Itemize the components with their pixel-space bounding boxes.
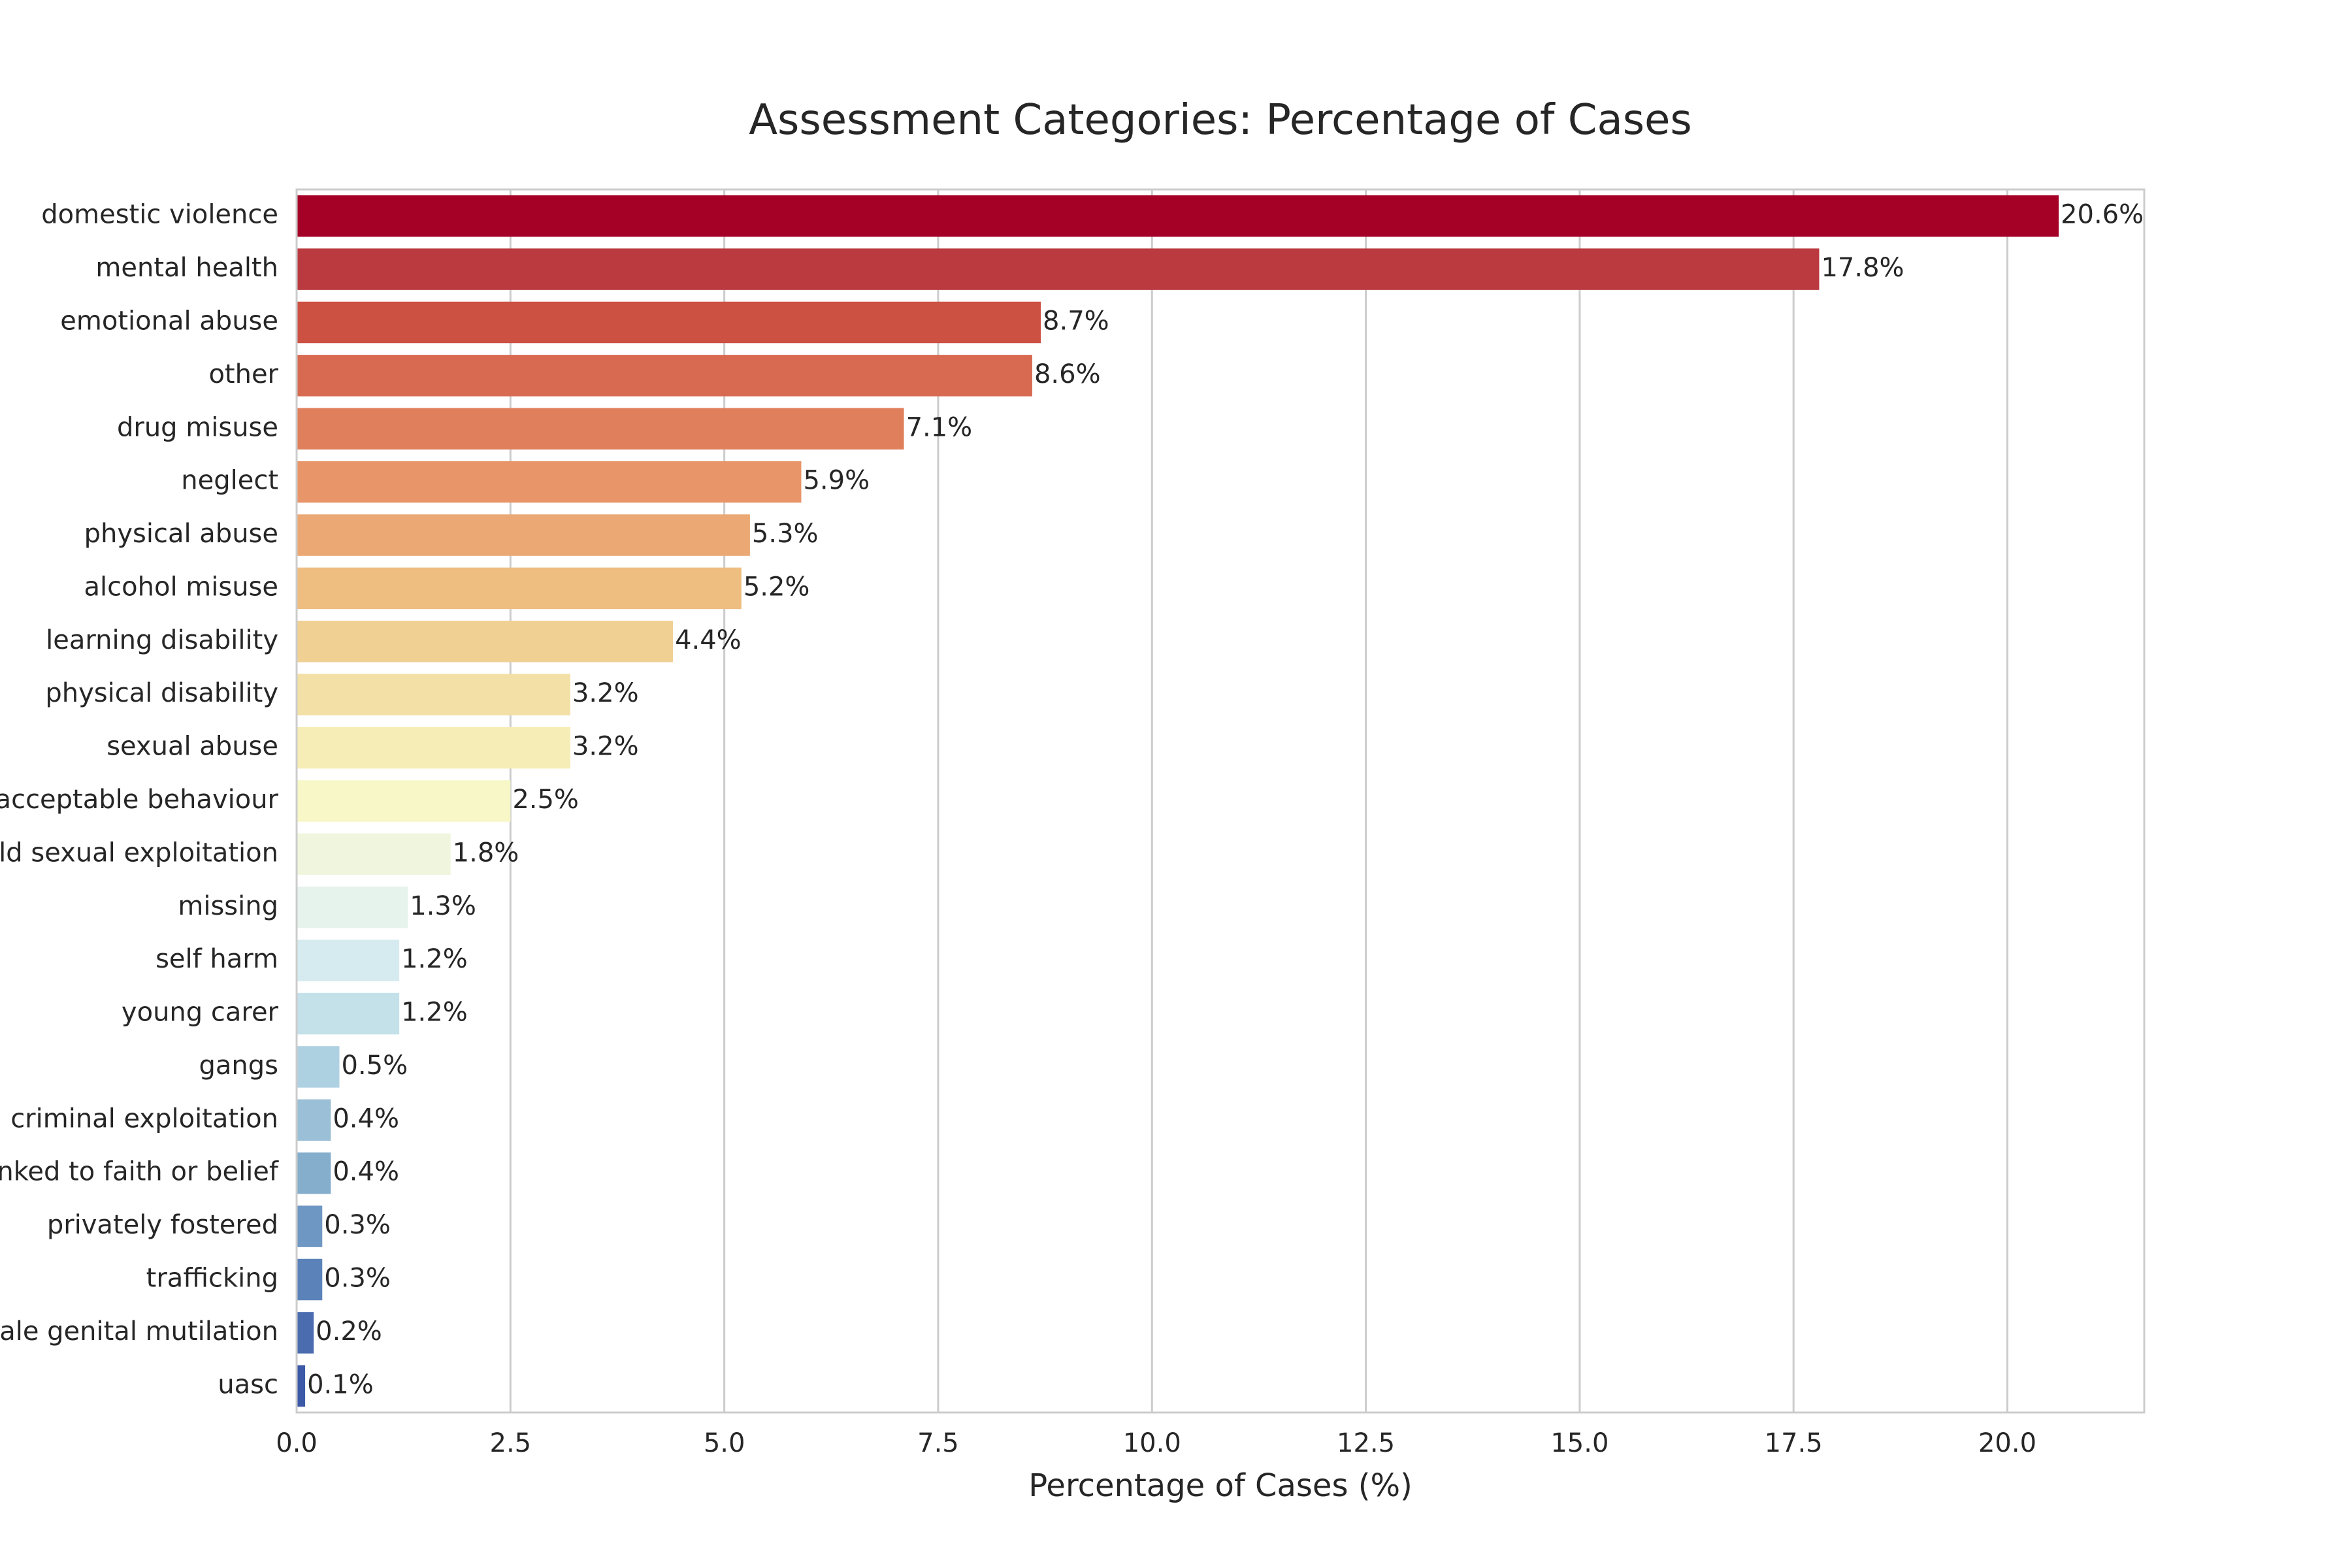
category-label: physical abuse (84, 519, 278, 549)
data-label: 2.5% (512, 785, 579, 815)
x-tick-label: 2.5 (490, 1428, 532, 1458)
category-label: young carer (122, 998, 279, 1028)
x-tick-label: 15.0 (1550, 1428, 1609, 1458)
data-labels: 20.6% 17.8% 8.7% 8.6% 7.1% 5.9% 5.3% 5.2%4.4% 3.… (307, 200, 2144, 1400)
bar (297, 1365, 306, 1407)
data-label: 3.2% (572, 732, 639, 762)
data-label: 8.7% (1043, 306, 1109, 336)
category-label: alcohol misuse (84, 572, 278, 602)
bar (297, 939, 400, 981)
data-label: 20.6% (2061, 200, 2144, 230)
category-label: physical disability (45, 678, 278, 708)
data-label: 0.3% (324, 1210, 391, 1240)
bar (297, 355, 1032, 397)
category-label: sexual abuse (106, 732, 278, 762)
x-tick-label: 17.5 (1765, 1428, 1823, 1458)
data-label: 1.3% (410, 891, 476, 921)
category-label: neglect (181, 466, 278, 496)
category-label: other (208, 359, 278, 389)
data-label: 7.1% (906, 412, 973, 442)
bar (297, 674, 570, 715)
category-labels: domestic violence mental health emotional … (0, 200, 279, 1400)
bar (297, 514, 750, 556)
category-label: abuse linked to faith or belief (0, 1157, 279, 1187)
bar (297, 408, 904, 450)
bar (297, 727, 570, 769)
bar (297, 461, 802, 503)
data-label: 0.4% (333, 1157, 399, 1187)
bar (297, 887, 408, 928)
category-label: missing (178, 891, 278, 921)
x-tick-label: 20.0 (1978, 1428, 2036, 1458)
category-label: gangs (199, 1051, 278, 1081)
data-label: 5.2% (743, 572, 810, 602)
category-label: child sexual exploitation (0, 838, 278, 868)
bar (297, 1258, 323, 1301)
category-label: learning disability (46, 625, 278, 655)
bar (297, 195, 2059, 237)
x-tick-labels: 0.0 2.5 5.0 7.5 10.0 12.5 15.0 17.5 20.0 (276, 1428, 2036, 1458)
data-label: 0.1% (307, 1369, 374, 1399)
bar (297, 1099, 331, 1141)
x-tick-label: 10.0 (1123, 1428, 1181, 1458)
bar (297, 248, 1820, 290)
category-label: female genital mutilation (0, 1316, 278, 1347)
data-label: 0.3% (324, 1264, 391, 1294)
bar (297, 567, 742, 610)
bar (297, 992, 400, 1035)
data-label: 0.5% (341, 1051, 408, 1081)
x-tick-label: 0.0 (276, 1428, 318, 1458)
data-label: 8.6% (1034, 359, 1101, 389)
category-label: socially unacceptable behaviour (0, 785, 279, 815)
category-label: mental health (95, 253, 278, 283)
bar (297, 621, 674, 662)
category-label: uasc (218, 1369, 278, 1399)
bar (297, 780, 511, 822)
category-label: self harm (155, 944, 278, 974)
bars (297, 195, 2059, 1407)
category-label: domestic violence (41, 200, 278, 230)
category-label: drug misuse (117, 412, 278, 442)
data-label: 3.2% (572, 678, 639, 708)
data-label: 4.4% (675, 625, 742, 655)
bar (297, 1046, 340, 1088)
bar (297, 1152, 331, 1194)
bar (297, 1312, 314, 1354)
data-label: 0.4% (333, 1103, 399, 1134)
x-tick-label: 12.5 (1337, 1428, 1395, 1458)
data-label: 1.2% (401, 944, 468, 974)
x-axis-label: Percentage of Cases (%) (1028, 1467, 1413, 1504)
data-label: 1.2% (401, 998, 468, 1028)
category-label: trafficking (146, 1264, 278, 1294)
data-label: 17.8% (1821, 253, 1904, 283)
category-label: privately fostered (47, 1210, 278, 1240)
data-label: 5.9% (803, 466, 870, 496)
category-label: emotional abuse (60, 306, 278, 336)
data-label: 0.2% (316, 1316, 382, 1347)
chart-title: Assessment Categories: Percentage of Cas… (749, 96, 1692, 144)
x-tick-label: 7.5 (917, 1428, 959, 1458)
x-tick-label: 5.0 (704, 1428, 745, 1458)
data-label: 5.3% (752, 519, 819, 549)
bar (297, 301, 1041, 344)
plot-frame (295, 188, 2146, 1414)
bar (297, 1205, 323, 1247)
bar (297, 833, 451, 875)
category-label: child criminal exploitation (0, 1103, 278, 1134)
data-label: 1.8% (453, 838, 519, 868)
